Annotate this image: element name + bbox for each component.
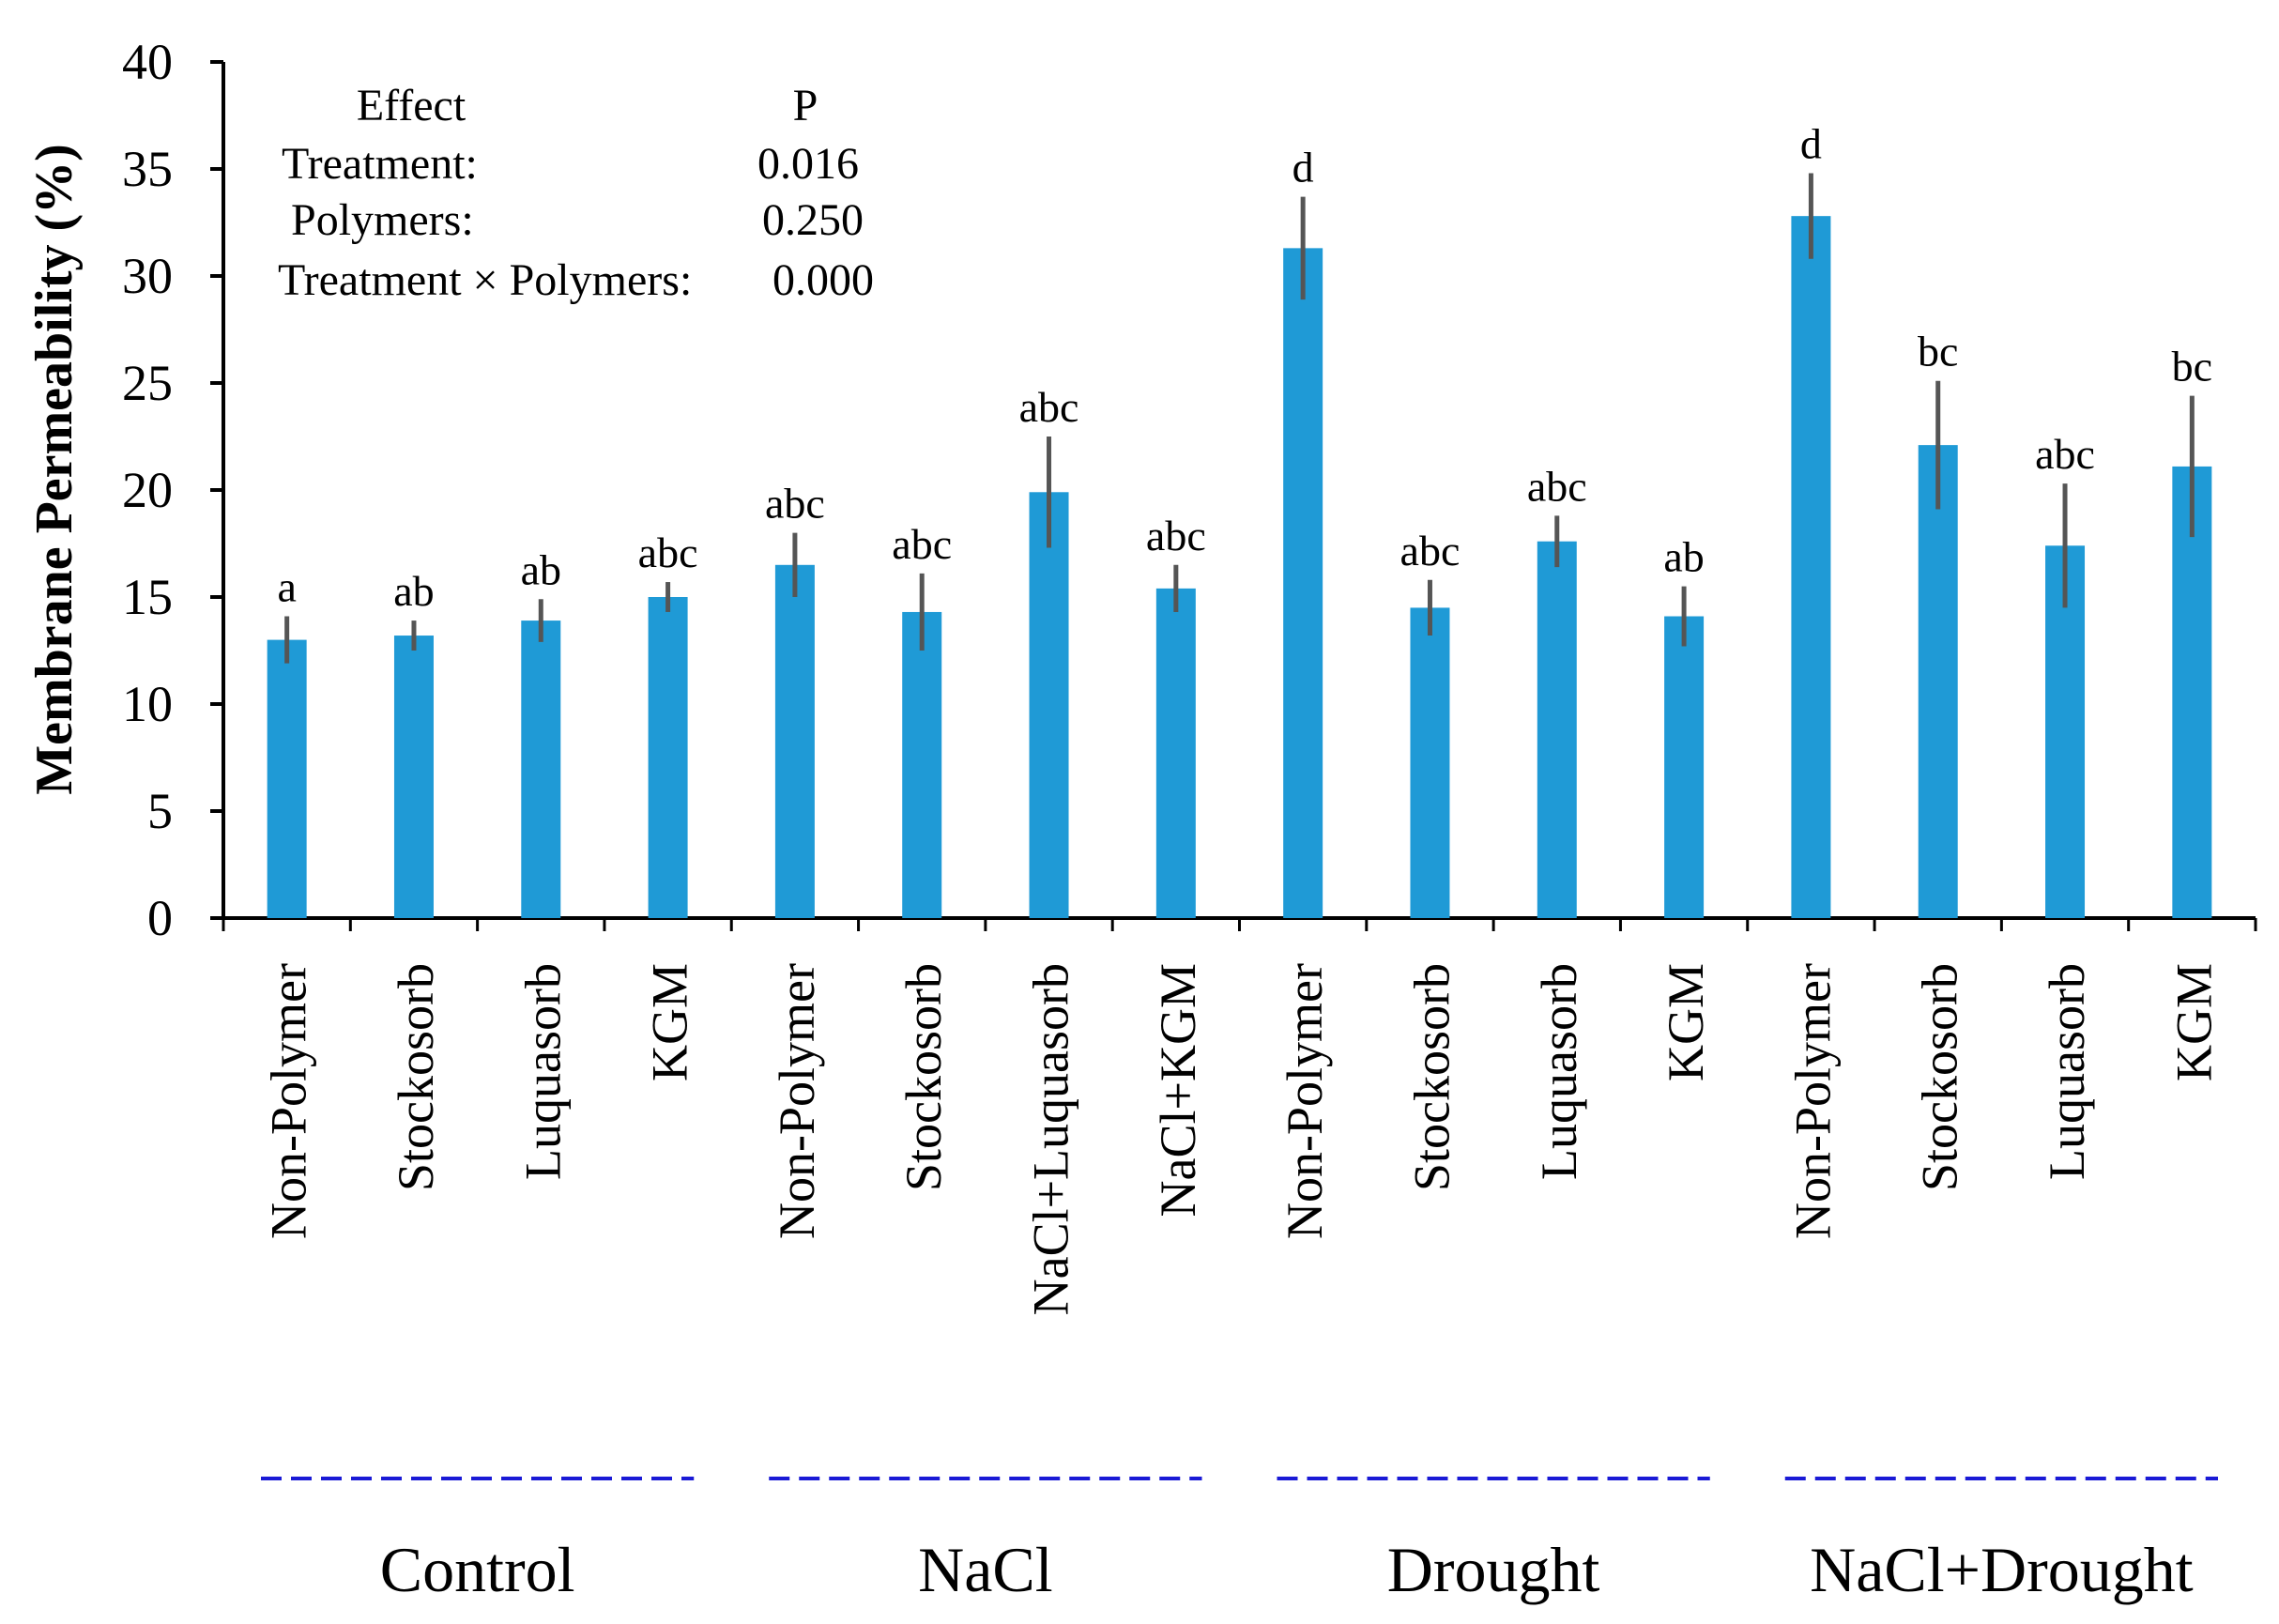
group-label: NaCl: [918, 1534, 1053, 1605]
significance-label: ab: [521, 545, 561, 593]
bar: [1537, 541, 1577, 918]
y-tick-label: 15: [122, 569, 173, 625]
bar: [1029, 492, 1069, 918]
stats-row-polymers-label: Polymers:: [291, 195, 474, 245]
y-tick-label: 30: [122, 248, 173, 304]
group-label: Drought: [1387, 1534, 1600, 1605]
significance-label: abc: [638, 529, 698, 576]
significance-label: abc: [2035, 430, 2095, 478]
y-tick-label: 35: [122, 141, 173, 197]
bar: [1664, 616, 1705, 918]
bar: [267, 639, 307, 918]
x-category-label: NaCl+Luquasorb: [1023, 963, 1079, 1315]
x-category-label: Stockosorb: [895, 963, 952, 1191]
group-label: NaCl+Drought: [1810, 1534, 2194, 1605]
significance-label: a: [277, 563, 296, 611]
significance-label: abc: [1019, 383, 1079, 431]
significance-label: d: [1800, 120, 1822, 168]
y-tick-label: 20: [122, 462, 173, 518]
bar: [1918, 445, 1958, 918]
bar: [521, 620, 561, 918]
x-category-label: Non-Polymer: [261, 963, 317, 1239]
bar: [774, 564, 815, 918]
x-category-label: Luquasorb: [2039, 963, 2095, 1180]
x-category-label: Luquasorb: [514, 963, 571, 1180]
x-category-label: Non-Polymer: [1784, 963, 1841, 1239]
significance-label: bc: [1918, 328, 1958, 375]
x-category-label: Non-Polymer: [1277, 963, 1333, 1239]
stats-row-interaction-label: Treatment × Polymers:: [278, 255, 692, 305]
x-category-label: Non-Polymer: [769, 963, 825, 1239]
significance-label: abc: [765, 480, 825, 528]
bar: [2172, 466, 2212, 918]
significance-label: d: [1292, 144, 1314, 192]
stats-header-effect: Effect: [357, 81, 467, 130]
bar: [1410, 607, 1450, 918]
significance-label: abc: [1527, 462, 1587, 510]
x-category-label: KGM: [2165, 963, 2222, 1081]
bar: [1791, 216, 1831, 918]
bar: [1155, 588, 1196, 918]
x-category-label: Luquasorb: [1531, 963, 1587, 1180]
y-tick-label: 40: [122, 34, 173, 90]
significance-label: abc: [1400, 527, 1461, 575]
group-label: Control: [380, 1534, 575, 1605]
plot-area: 0 5 10 15 20 25 30 35 40 a Non-Polymer ab Stockosorb…: [122, 34, 2257, 1605]
bar: [902, 611, 942, 918]
significance-label: ab: [1663, 533, 1704, 581]
bar: [1283, 248, 1323, 918]
significance-label: ab: [393, 567, 434, 615]
y-tick-label: 5: [147, 783, 173, 839]
x-category-label: Stockosorb: [1912, 963, 1968, 1191]
significance-label: abc: [892, 520, 952, 568]
y-tick-label: 10: [122, 676, 173, 732]
stats-row-treatment-label: Treatment:: [282, 139, 478, 189]
y-tick-label: 25: [122, 355, 173, 411]
bar: [648, 597, 688, 918]
stats-row-interaction-p: 0.000: [772, 255, 874, 305]
bar: [393, 636, 434, 918]
x-category-label: KGM: [642, 963, 698, 1081]
y-tick-label: 0: [147, 890, 173, 946]
significance-label: bc: [2172, 343, 2212, 391]
x-category-label: Stockosorb: [1403, 963, 1460, 1191]
stats-row-polymers-p: 0.250: [762, 195, 864, 245]
stats-row-treatment-p: 0.016: [757, 139, 859, 189]
x-category-label: NaCl+KGM: [1150, 963, 1206, 1217]
significance-label: abc: [1146, 512, 1206, 559]
stats-table: Effect P Treatment: 0.016 Polymers: 0.25…: [278, 81, 874, 305]
stats-header-p: P: [793, 81, 818, 130]
x-category-label: KGM: [1658, 963, 1714, 1081]
y-axis-label: Membrane Permeability (%): [25, 144, 84, 795]
x-category-label: Stockosorb: [388, 963, 444, 1191]
